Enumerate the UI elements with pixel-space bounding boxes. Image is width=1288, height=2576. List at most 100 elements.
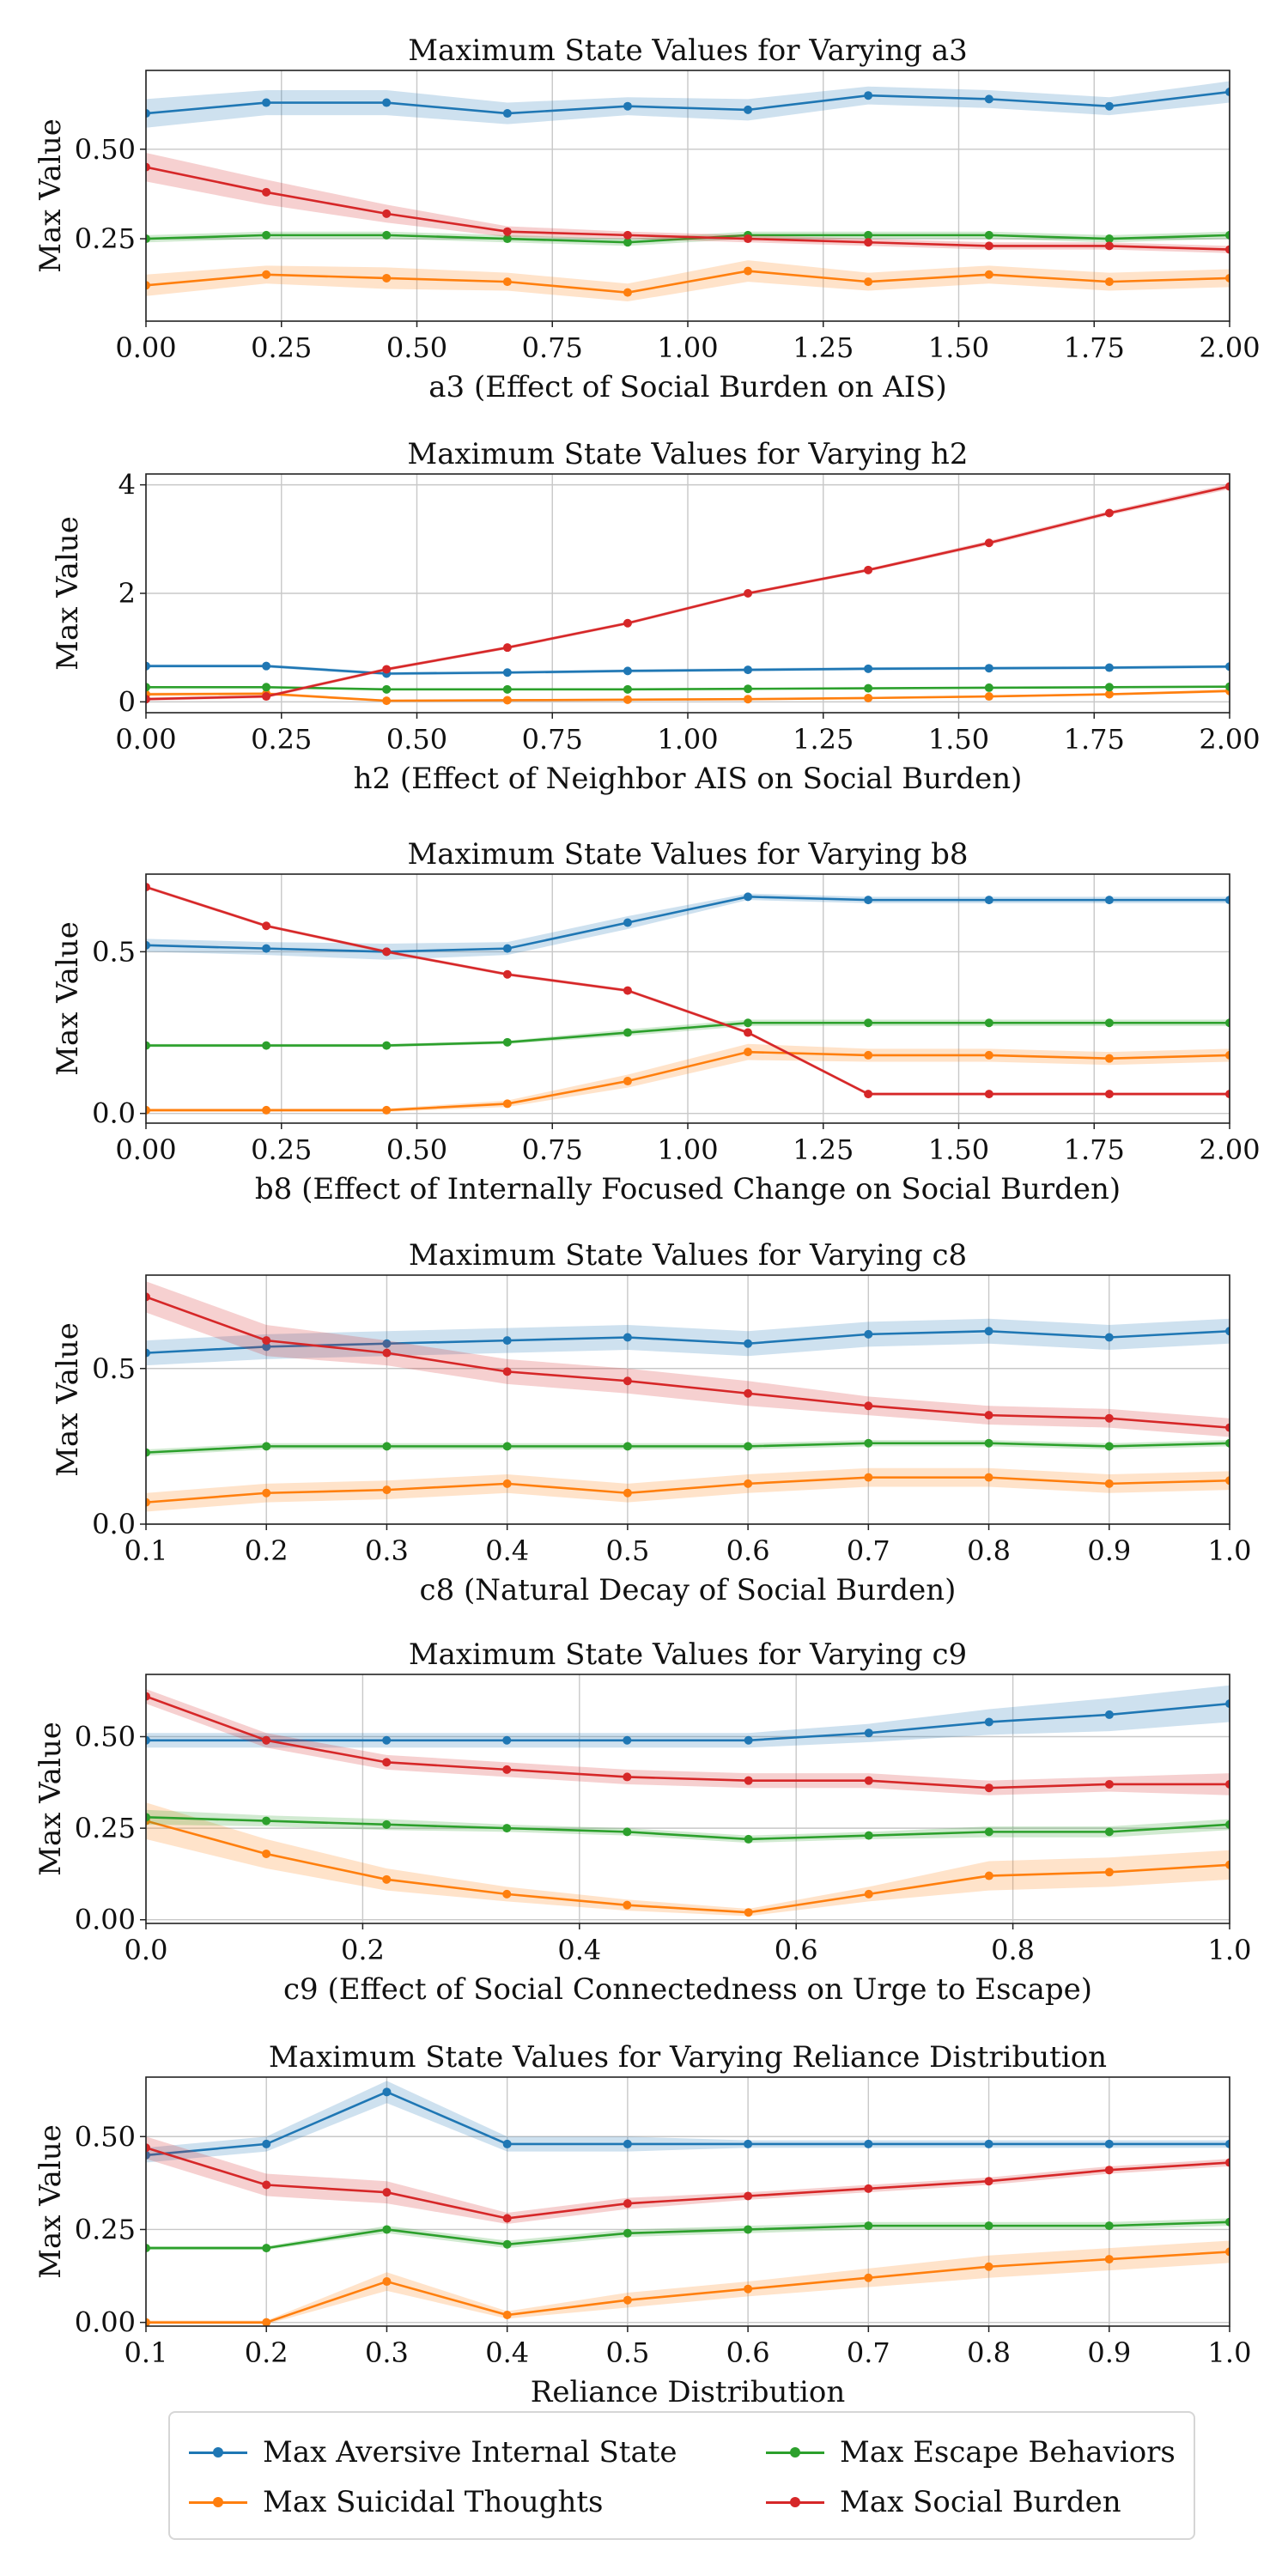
data-point-aversive <box>623 1735 632 1745</box>
legend-swatch-escape <box>762 2435 828 2470</box>
data-point-escape <box>502 1037 512 1047</box>
x-tick-label: 2.00 <box>1199 1133 1260 1166</box>
data-point-aversive <box>146 1348 150 1358</box>
data-point-social <box>1225 245 1230 254</box>
data-point-escape <box>262 1442 271 1451</box>
legend-label: Max Aversive Internal State <box>263 2435 677 2470</box>
data-point-escape <box>1225 230 1230 240</box>
data-point-escape <box>502 1442 512 1451</box>
series-line-suicidal <box>146 690 1230 702</box>
legend-item-aversive: Max Aversive Internal State <box>185 2435 677 2470</box>
data-point-suicidal <box>984 692 993 702</box>
data-point-escape <box>1104 1442 1114 1451</box>
x-tick-label: 0.2 <box>341 1934 385 1966</box>
data-point-aversive <box>984 2139 993 2148</box>
data-point-social <box>623 2199 632 2208</box>
y-tick-label: 0.25 <box>75 1812 136 1844</box>
data-point-aversive <box>146 661 150 671</box>
confidence-band-suicidal <box>146 1043 1230 1112</box>
series-line-social <box>146 2146 1230 2220</box>
confidence-band-escape <box>146 2218 1230 2251</box>
x-tick-label: 1.75 <box>1064 331 1125 364</box>
data-point-aversive <box>262 944 271 953</box>
data-point-suicidal <box>382 1485 392 1495</box>
plot-area <box>146 2081 1230 2326</box>
data-point-escape <box>1104 1827 1114 1837</box>
legend: Max Aversive Internal State Max Suicidal… <box>168 2411 1195 2540</box>
chart-title: Maximum State Values for Varying Relianc… <box>269 2040 1107 2075</box>
data-point-aversive <box>984 896 993 905</box>
data-point-aversive <box>744 892 753 902</box>
x-tick-label: 1.00 <box>657 1133 718 1166</box>
data-point-suicidal <box>146 1498 150 1507</box>
data-point-suicidal <box>744 1048 753 1057</box>
data-point-social <box>262 187 271 197</box>
data-point-aversive <box>744 1735 753 1745</box>
y-tick-label: 0.00 <box>75 2306 136 2339</box>
data-point-suicidal <box>262 1488 271 1498</box>
data-point-suicidal <box>146 1105 150 1115</box>
chart-panel-2: 0.00 0.25 0.50 0.75 1.00 1.25 1.50 1.75 2.00 0 2 4 M… <box>51 437 1261 796</box>
data-point-suicidal <box>744 1479 753 1488</box>
data-point-suicidal <box>864 693 873 702</box>
x-axis-label: Reliance Distribution <box>531 2375 846 2409</box>
x-tick-label: 0.50 <box>386 331 447 364</box>
data-point-aversive <box>382 98 392 107</box>
data-point-aversive <box>744 2139 753 2148</box>
y-tick-label: 0 <box>118 685 136 718</box>
legend-label: Max Suicidal Thoughts <box>263 2485 604 2519</box>
series-line-social <box>146 485 1230 701</box>
x-tick-label: 0.3 <box>365 2336 409 2369</box>
data-point-social <box>1104 1090 1114 1099</box>
confidence-band-social <box>146 2136 1230 2224</box>
series-line-social <box>146 885 1230 1096</box>
y-tick-label: 0.5 <box>92 1352 136 1385</box>
y-tick-label: 4 <box>118 469 136 501</box>
data-point-suicidal <box>1225 1476 1230 1485</box>
data-point-suicidal <box>984 1050 993 1060</box>
series-line-escape <box>146 685 1230 691</box>
data-point-suicidal <box>382 2277 392 2287</box>
data-point-escape <box>984 230 993 240</box>
data-point-aversive <box>1225 1327 1230 1336</box>
x-tick-label: 0.50 <box>386 723 447 756</box>
confidence-band-aversive <box>146 2081 1230 2163</box>
data-point-aversive <box>984 664 993 673</box>
data-point-social <box>744 589 753 598</box>
data-point-suicidal <box>1104 277 1114 287</box>
y-tick-label: 2 <box>118 577 136 610</box>
data-point-escape <box>502 684 512 694</box>
x-axis-label: h2 (Effect of Neighbor AIS on Social Bur… <box>354 762 1023 796</box>
x-tick-label: 0.4 <box>485 1534 529 1567</box>
data-point-aversive <box>262 1342 271 1352</box>
x-tick-label: 0.2 <box>245 1534 289 1567</box>
data-point-escape <box>382 1442 392 1451</box>
data-point-aversive <box>262 98 271 107</box>
data-point-social <box>1225 1779 1230 1789</box>
data-point-suicidal <box>984 2262 993 2271</box>
data-point-social <box>262 2180 271 2190</box>
x-tick-label: 1.50 <box>928 331 989 364</box>
data-point-social <box>864 2184 873 2193</box>
data-point-suicidal <box>262 270 271 279</box>
data-point-suicidal <box>502 2311 512 2320</box>
data-point-escape <box>744 684 753 694</box>
data-point-escape <box>1104 1018 1114 1028</box>
x-tick-label: 0.7 <box>847 2336 890 2369</box>
data-point-aversive <box>502 944 512 953</box>
x-axis-label: c9 (Effect of Social Connectedness on Ur… <box>283 1972 1092 2007</box>
data-point-aversive <box>744 105 753 114</box>
chart-title: Maximum State Values for Varying h2 <box>407 437 968 471</box>
data-point-suicidal <box>502 1099 512 1109</box>
data-point-suicidal <box>984 270 993 279</box>
data-point-aversive <box>502 1336 512 1346</box>
data-point-aversive <box>984 94 993 104</box>
data-point-aversive <box>146 1735 150 1745</box>
x-tick-label: 0.8 <box>967 1534 1011 1567</box>
x-tick-label: 0.1 <box>125 1534 168 1567</box>
data-point-escape <box>146 683 150 692</box>
data-point-aversive <box>1225 662 1230 671</box>
data-point-suicidal <box>864 1473 873 1482</box>
data-point-escape <box>382 2225 392 2234</box>
y-tick-label: 0.25 <box>75 222 136 255</box>
